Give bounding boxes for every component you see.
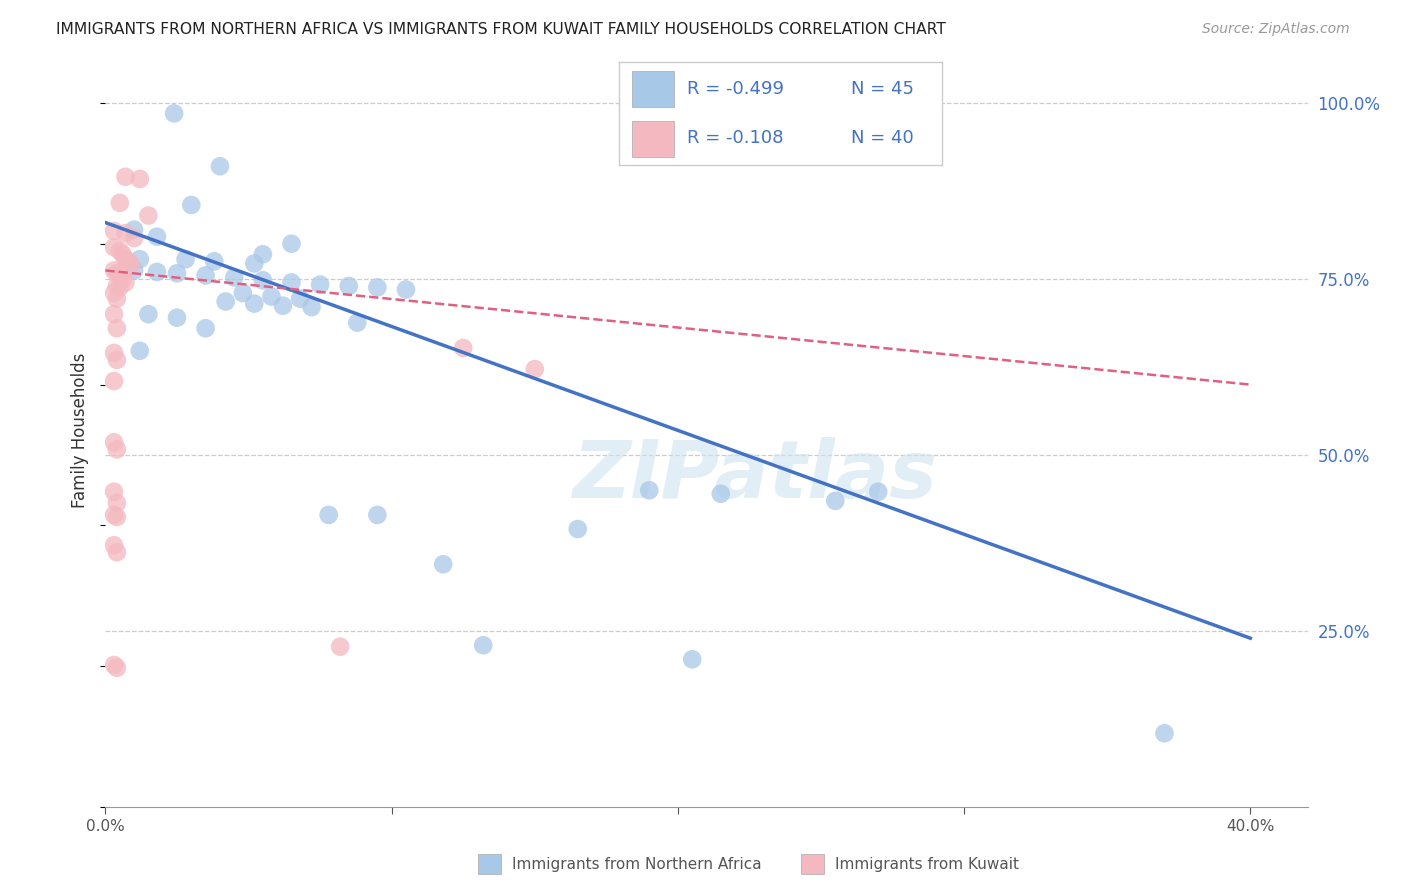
Point: [252, 273, 274, 287]
Point: [243, 256, 266, 270]
Point: [103, 484, 125, 499]
Point: [103, 263, 125, 277]
Text: ZIPatlas: ZIPatlas: [572, 436, 938, 515]
Point: [451, 341, 474, 355]
Point: [122, 263, 145, 277]
Point: [103, 435, 125, 450]
Point: [243, 296, 266, 310]
Point: [117, 254, 139, 268]
Point: [174, 252, 197, 267]
Point: [346, 316, 368, 330]
Point: [114, 276, 136, 290]
Point: [108, 244, 131, 258]
Point: [103, 240, 125, 254]
Point: [523, 362, 546, 376]
Point: [214, 294, 236, 309]
Point: [146, 265, 169, 279]
Point: [681, 652, 703, 666]
Point: [105, 266, 128, 280]
Text: R = -0.499: R = -0.499: [686, 80, 783, 98]
Point: [103, 508, 125, 522]
Point: [114, 226, 136, 240]
Point: [280, 276, 302, 290]
Point: [271, 299, 294, 313]
Point: [105, 661, 128, 675]
Point: [202, 254, 225, 268]
FancyBboxPatch shape: [631, 121, 673, 157]
Point: [128, 343, 150, 358]
Text: R = -0.108: R = -0.108: [686, 129, 783, 147]
Point: [120, 258, 142, 272]
Text: IMMIGRANTS FROM NORTHERN AFRICA VS IMMIGRANTS FROM KUWAIT FAMILY HOUSEHOLDS CORR: IMMIGRANTS FROM NORTHERN AFRICA VS IMMIG…: [56, 22, 946, 37]
Point: [180, 198, 202, 212]
Point: [318, 508, 340, 522]
Point: [122, 222, 145, 236]
Point: [105, 442, 128, 457]
Point: [128, 172, 150, 186]
Point: [105, 510, 128, 524]
Text: N = 40: N = 40: [852, 129, 914, 147]
Point: [638, 483, 661, 498]
Point: [194, 321, 217, 335]
Point: [138, 307, 160, 321]
Y-axis label: Family Households: Family Households: [72, 352, 90, 508]
Point: [208, 159, 231, 173]
Point: [337, 279, 360, 293]
Point: [105, 292, 128, 306]
Text: Immigrants from Kuwait: Immigrants from Kuwait: [835, 856, 1019, 871]
Point: [138, 209, 160, 223]
Point: [472, 638, 495, 652]
Point: [105, 545, 128, 559]
Point: [103, 346, 125, 360]
Point: [1153, 726, 1175, 740]
Point: [103, 307, 125, 321]
Text: N = 45: N = 45: [852, 80, 914, 98]
Point: [252, 247, 274, 261]
Point: [824, 493, 846, 508]
Point: [111, 272, 134, 286]
Point: [108, 268, 131, 283]
Point: [329, 640, 352, 654]
Point: [432, 558, 454, 572]
Text: Source: ZipAtlas.com: Source: ZipAtlas.com: [1202, 22, 1350, 37]
Point: [103, 538, 125, 552]
Point: [224, 270, 246, 285]
Point: [163, 106, 186, 120]
Point: [108, 280, 131, 294]
Point: [301, 300, 323, 314]
Point: [103, 286, 125, 301]
Point: [280, 236, 302, 251]
Point: [232, 286, 254, 301]
Point: [114, 252, 136, 267]
Point: [103, 224, 125, 238]
Point: [194, 268, 217, 283]
Point: [105, 496, 128, 510]
Point: [868, 484, 890, 499]
Point: [288, 292, 311, 306]
Point: [122, 231, 145, 245]
Point: [395, 283, 418, 297]
Point: [260, 289, 283, 303]
Point: [105, 321, 128, 335]
Point: [567, 522, 589, 536]
Point: [114, 169, 136, 184]
Point: [146, 229, 169, 244]
Point: [105, 353, 128, 368]
Point: [366, 508, 388, 522]
Point: [111, 247, 134, 261]
Text: Immigrants from Northern Africa: Immigrants from Northern Africa: [512, 856, 762, 871]
Point: [366, 280, 388, 294]
Point: [103, 657, 125, 672]
Point: [128, 252, 150, 267]
Point: [710, 487, 733, 501]
Point: [166, 310, 188, 325]
Point: [309, 277, 332, 292]
FancyBboxPatch shape: [631, 70, 673, 106]
Point: [103, 374, 125, 388]
Point: [105, 279, 128, 293]
Point: [166, 266, 188, 280]
Point: [108, 195, 131, 210]
